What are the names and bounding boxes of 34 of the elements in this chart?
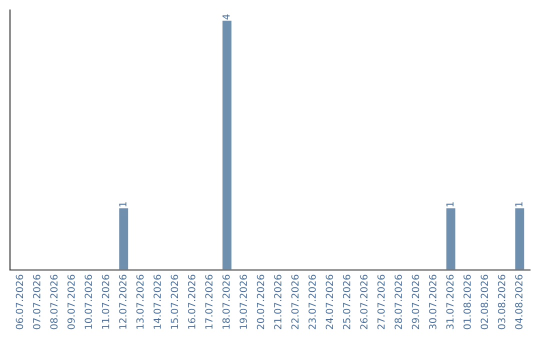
x-tick-label: 31.07.2026 <box>446 274 454 330</box>
x-tick-label: 12.07.2026 <box>119 274 126 329</box>
x-tick-label: 01.08.2026 <box>463 274 471 330</box>
x-tick-label: 08.07.2026 <box>50 274 58 330</box>
x-tick-label: 26.07.2026 <box>360 274 368 330</box>
x-tick-label: 20.07.2026 <box>256 274 264 330</box>
x-tick-label: 11.07.2026 <box>102 274 110 329</box>
x-tick-label: 21.07.2026 <box>274 274 282 330</box>
x-tick-label: 09.07.2026 <box>67 274 75 330</box>
x-tick-label: 28.07.2026 <box>394 274 402 330</box>
data-label: 1 <box>119 202 126 206</box>
x-tick-label: 18.07.2026 <box>222 274 230 329</box>
x-tick-label: 16.07.2026 <box>188 274 196 329</box>
x-tick-label: 29.07.2026 <box>412 274 420 330</box>
x-tick-label: 04.08.2026 <box>515 274 522 330</box>
x-tick-label: 25.07.2026 <box>342 274 350 330</box>
x-tick-label: 13.07.2026 <box>136 274 144 329</box>
x-tick-label: 10.07.2026 <box>84 274 92 329</box>
x-tick-label: 22.07.2026 <box>291 274 299 330</box>
x-tick-label: 30.07.2026 <box>429 274 436 330</box>
x-tick-label: 06.07.2026 <box>16 274 24 330</box>
x-tick-label: 02.08.2026 <box>480 274 488 330</box>
x-tick-label: 07.07.2026 <box>33 274 40 330</box>
x-tick-label: 23.07.2026 <box>308 274 316 330</box>
x-tick-label: 27.07.2026 <box>377 274 385 330</box>
x-tick-label: 15.07.2026 <box>170 274 178 329</box>
x-tick-label: 24.07.2026 <box>326 274 334 330</box>
x-tick-label: 03.08.2026 <box>498 274 506 330</box>
x-tick-label: 14.07.2026 <box>154 274 161 329</box>
data-label: 4 <box>222 14 230 20</box>
x-tick-label: 19.07.2026 <box>240 274 247 329</box>
data-label: 1 <box>515 202 522 206</box>
data-label: 1 <box>446 202 454 206</box>
x-tick-label: 17.07.2026 <box>205 274 213 329</box>
